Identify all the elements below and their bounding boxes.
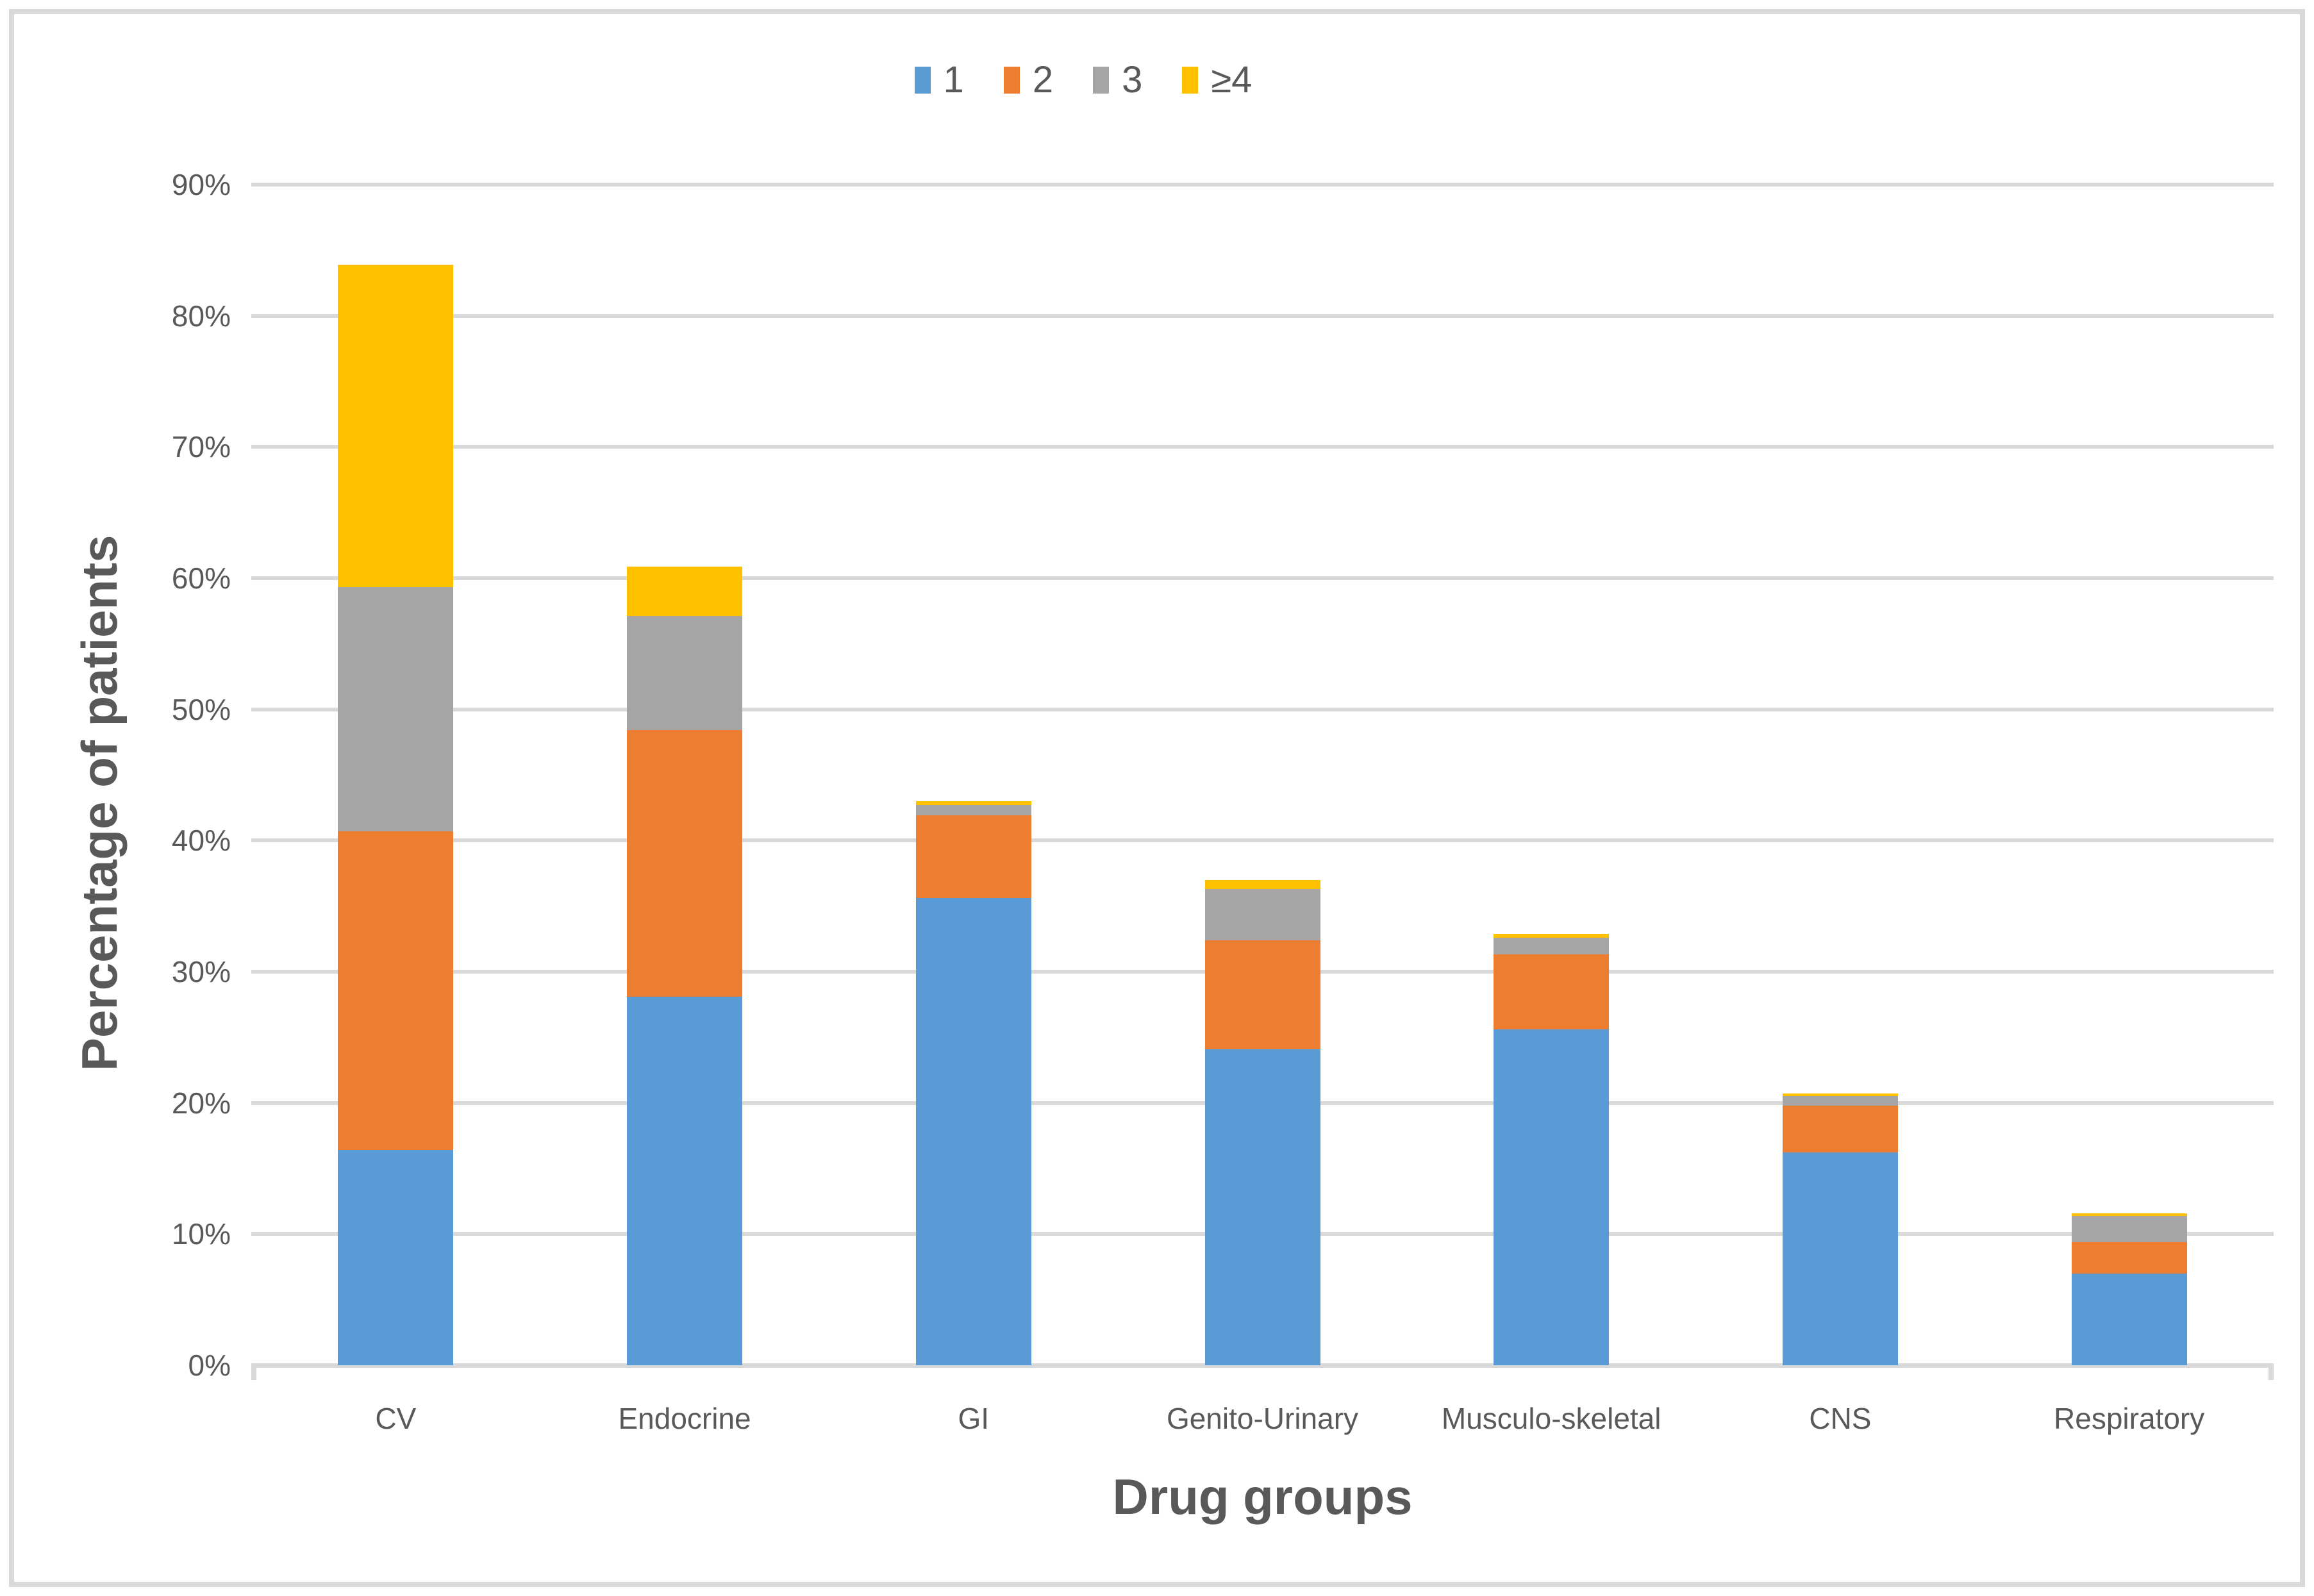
bar-column-Musculo-skeletal [1494,0,1610,1365]
y-tick-label-20pct: 20% [171,1086,231,1120]
legend: 1 2 3 ≥4 [0,62,2167,99]
bar-column-CNS [1782,0,1898,1365]
y-tick-label-30pct: 30% [171,955,231,988]
legend-swatch-1 [914,67,931,94]
legend-swatch-2 [1003,67,1020,94]
bar-segment-CV-series-≥4 [338,264,454,588]
bar-segment-GI-series-1 [915,898,1031,1365]
bar-segment-CNS-series-2 [1782,1105,1898,1153]
bar-segment-CNS-series-≥4 [1782,1093,1898,1097]
bar-segment-CV-series-1 [338,1150,454,1365]
bar-segment-Respiratory-series-2 [2071,1242,2187,1274]
bar-segment-GI-series-2 [915,815,1031,899]
bar-segment-Musculo-skeletal-series-≥4 [1494,933,1610,938]
bar-segment-Musculo-skeletal-series-3 [1494,937,1610,955]
axis-tick-left [251,1363,256,1380]
gridline-60 [251,576,2274,580]
legend-item-≥4: ≥4 [1182,62,1252,99]
legend-label-1: 1 [943,59,964,101]
gridline-80 [251,313,2274,318]
legend-label-≥4: ≥4 [1211,59,1253,101]
bar-segment-Respiratory-series-1 [2071,1273,2187,1365]
x-category-label-Genito-Urinary: Genito-Urinary [1166,1402,1359,1435]
bar-segment-GI-series-3 [915,805,1031,816]
bar-column-Respiratory [2071,0,2187,1365]
axis-tick-right [2268,1363,2274,1380]
x-axis-line [251,1363,2274,1368]
y-tick-label-50pct: 50% [171,692,231,726]
x-category-label-Musculo-skeletal: Musculo-skeletal [1441,1402,1661,1435]
x-category-label-Endocrine: Endocrine [618,1402,751,1435]
bar-segment-Respiratory-series-3 [2071,1215,2187,1242]
bar-segment-Genito-Urinary-series-3 [1204,889,1320,940]
bar-segment-Endocrine-series-≥4 [627,566,743,617]
bar-segment-Endocrine-series-2 [627,730,743,997]
legend-item-3: 3 [1093,62,1142,99]
x-axis-title: Drug groups [1112,1468,1413,1525]
y-axis-title-text: Percentage of patients [71,535,128,1071]
bar-segment-Respiratory-series-≥4 [2071,1213,2187,1216]
bar-segment-Musculo-skeletal-series-1 [1494,1029,1610,1365]
bar-segment-CV-series-2 [338,831,454,1151]
gridline-70 [251,445,2274,449]
y-tick-label-0pct: 0% [188,1349,231,1382]
legend-swatch-≥4 [1182,67,1199,94]
bar-segment-CNS-series-3 [1782,1096,1898,1106]
legend-swatch-3 [1093,67,1110,94]
bar-segment-Endocrine-series-3 [627,616,743,731]
legend-label-3: 3 [1122,59,1143,101]
gridline-90 [251,183,2274,187]
bar-segment-CNS-series-1 [1782,1152,1898,1365]
bar-segment-Genito-Urinary-series-≥4 [1204,879,1320,890]
bar-segment-CV-series-3 [338,587,454,831]
y-tick-label-70pct: 70% [171,430,231,464]
y-tick-label-40pct: 40% [171,824,231,858]
y-tick-label-60pct: 60% [171,561,231,595]
bar-column-CV [338,0,454,1365]
bar-segment-Genito-Urinary-series-2 [1204,940,1320,1049]
legend-label-2: 2 [1032,59,1054,101]
x-category-label-Respiratory: Respiratory [2054,1402,2205,1435]
legend-item-1: 1 [914,59,964,101]
x-category-label-GI: GI [958,1402,990,1435]
bar-segment-Musculo-skeletal-series-2 [1494,954,1610,1030]
bar-segment-GI-series-≥4 [915,801,1031,806]
gridline-50 [251,707,2274,711]
legend-item-2: 2 [1003,59,1054,101]
bar-column-Endocrine [627,0,743,1365]
gridline-40 [251,838,2274,843]
bar-segment-Endocrine-series-1 [627,996,743,1365]
bar-column-Genito-Urinary [1204,0,1320,1365]
y-tick-label-90pct: 90% [171,168,231,201]
y-tick-label-10pct: 10% [171,1217,231,1251]
y-tick-label-80pct: 80% [171,299,231,333]
x-category-label-CNS: CNS [1809,1402,1872,1435]
bar-column-GI [915,0,1031,1365]
bar-segment-Genito-Urinary-series-1 [1204,1049,1320,1365]
x-category-label-CV: CV [375,1402,417,1435]
